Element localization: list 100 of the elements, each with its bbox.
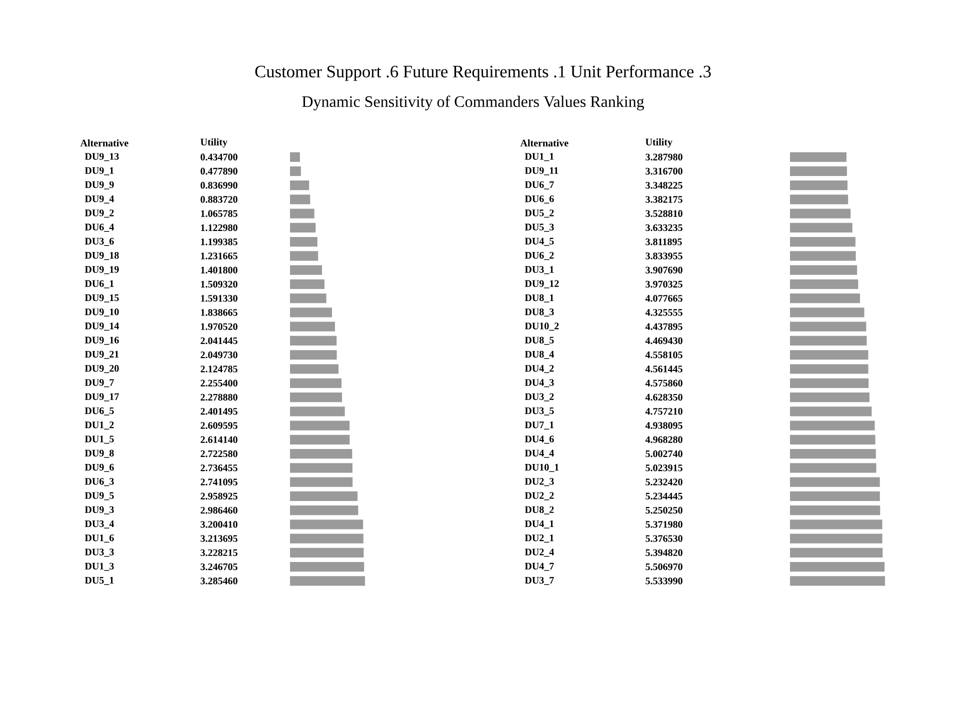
y-tick-label: DU6_6 [524,195,554,204]
bar [790,534,882,544]
y-tick-label: DU9_5 [84,492,114,500]
bar [290,420,350,430]
text: Dynamic Sensitivity of Commanders Values Ranking [302,96,644,110]
y-tick-label: DU9_1 [84,167,114,176]
bar [290,251,318,261]
data-label: 1.591330 [201,294,238,302]
data-label: 2.278880 [200,394,238,401]
y-tick-label: DU1_2 [84,422,114,430]
data-label: 2.041445 [200,337,238,344]
data-label: 5.023915 [646,464,682,472]
bar [290,505,358,516]
bar [790,222,852,233]
y-tick-label: DU9_11 [524,167,558,176]
bar [290,406,345,416]
y-tick-label: DU5_3 [524,224,554,232]
y-tick-label: DU1_6 [84,534,114,543]
bar [790,308,864,318]
bar [290,336,337,346]
bar [290,294,326,304]
y-tick-label: DU6_7 [524,181,554,190]
bar [290,392,342,402]
y-tick-label: DU8_1 [524,294,554,302]
y-tick-label: DU5_1 [84,576,114,585]
bar [290,491,358,501]
y-tick-label: DU9_20 [84,364,119,374]
bar [790,180,848,190]
data-label: 0.434700 [200,154,238,160]
y-tick-label: DU4_6 [524,436,554,444]
y-tick-label: DU9_15 [84,294,119,302]
y-tick-label: DU2_4 [524,548,554,557]
y-tick-label: DU4_1 [524,520,554,528]
data-label: 0.883720 [200,196,238,203]
bar [290,322,335,332]
bar [790,520,882,530]
y-axis-title: Alternative [80,139,128,146]
y-tick-label: DU2_3 [524,478,554,486]
data-label: 3.228215 [200,549,238,556]
bar [290,180,310,190]
y-tick-label: DU9_4 [84,195,114,204]
bar [290,350,337,360]
data-label: 4.437895 [645,323,682,330]
bar [790,406,872,416]
y-tick-label: DU3_7 [524,576,554,585]
data-label: 1.199385 [201,238,238,246]
data-label: 5.533990 [646,578,682,584]
data-label: 3.287980 [646,154,682,160]
bar [290,520,364,530]
data-label: 2.124785 [200,366,238,372]
data-label: 5.002740 [646,450,682,458]
bar [790,420,875,430]
y-tick-label: DU10_2 [524,322,559,331]
bar [790,251,856,261]
bar [290,562,364,572]
data-label: 1.509320 [201,280,238,288]
data-label: 5.232420 [646,478,682,486]
y-tick-label: DU9_8 [84,450,114,458]
bar [790,378,869,388]
bar [790,463,876,473]
data-label: 4.325555 [645,309,682,316]
y-tick-label: DU5_2 [524,210,554,218]
y-tick-label: DU9_12 [524,280,559,288]
bar [790,491,880,501]
data-label: 3.213695 [200,535,238,542]
y-tick-label: DU9_14 [84,322,119,331]
data-label: 3.316700 [646,168,682,175]
bar [290,463,352,473]
data-label: 5.234445 [646,492,682,500]
data-label: 2.614140 [200,436,238,444]
data-label: 1.838665 [201,309,238,316]
bar [790,294,860,304]
y-tick-label: DU9_6 [84,464,114,472]
y-tick-label: DU9_3 [84,506,114,514]
y-tick-label: DU1_3 [84,562,114,571]
bar [790,237,856,247]
data-label: 5.371980 [646,521,682,528]
bar [290,279,324,290]
bar [790,548,883,558]
y-tick-label: DU4_4 [524,450,554,458]
x-axis-title: Utility [200,138,228,148]
data-label: 4.558105 [645,351,682,358]
y-tick-label: DU2_1 [524,534,554,543]
y-tick-label: DU6_2 [524,252,554,260]
bar [790,194,848,204]
y-tick-label: DU8_3 [524,308,554,317]
bar [790,208,851,218]
y-tick-label: DU8_2 [524,506,554,514]
bar [290,378,342,388]
y-tick-label: DU4_2 [524,365,554,374]
y-tick-label: DU9_17 [84,393,119,402]
bar [290,434,350,444]
bar [790,322,866,332]
data-label: 4.469430 [645,337,682,344]
y-tick-label: DU9_18 [84,252,119,260]
data-label: 3.528810 [646,210,682,217]
data-label: 3.285460 [200,578,238,584]
bar [790,279,858,290]
data-label: 2.986460 [200,506,238,514]
y-tick-label: DU9_19 [84,266,119,274]
